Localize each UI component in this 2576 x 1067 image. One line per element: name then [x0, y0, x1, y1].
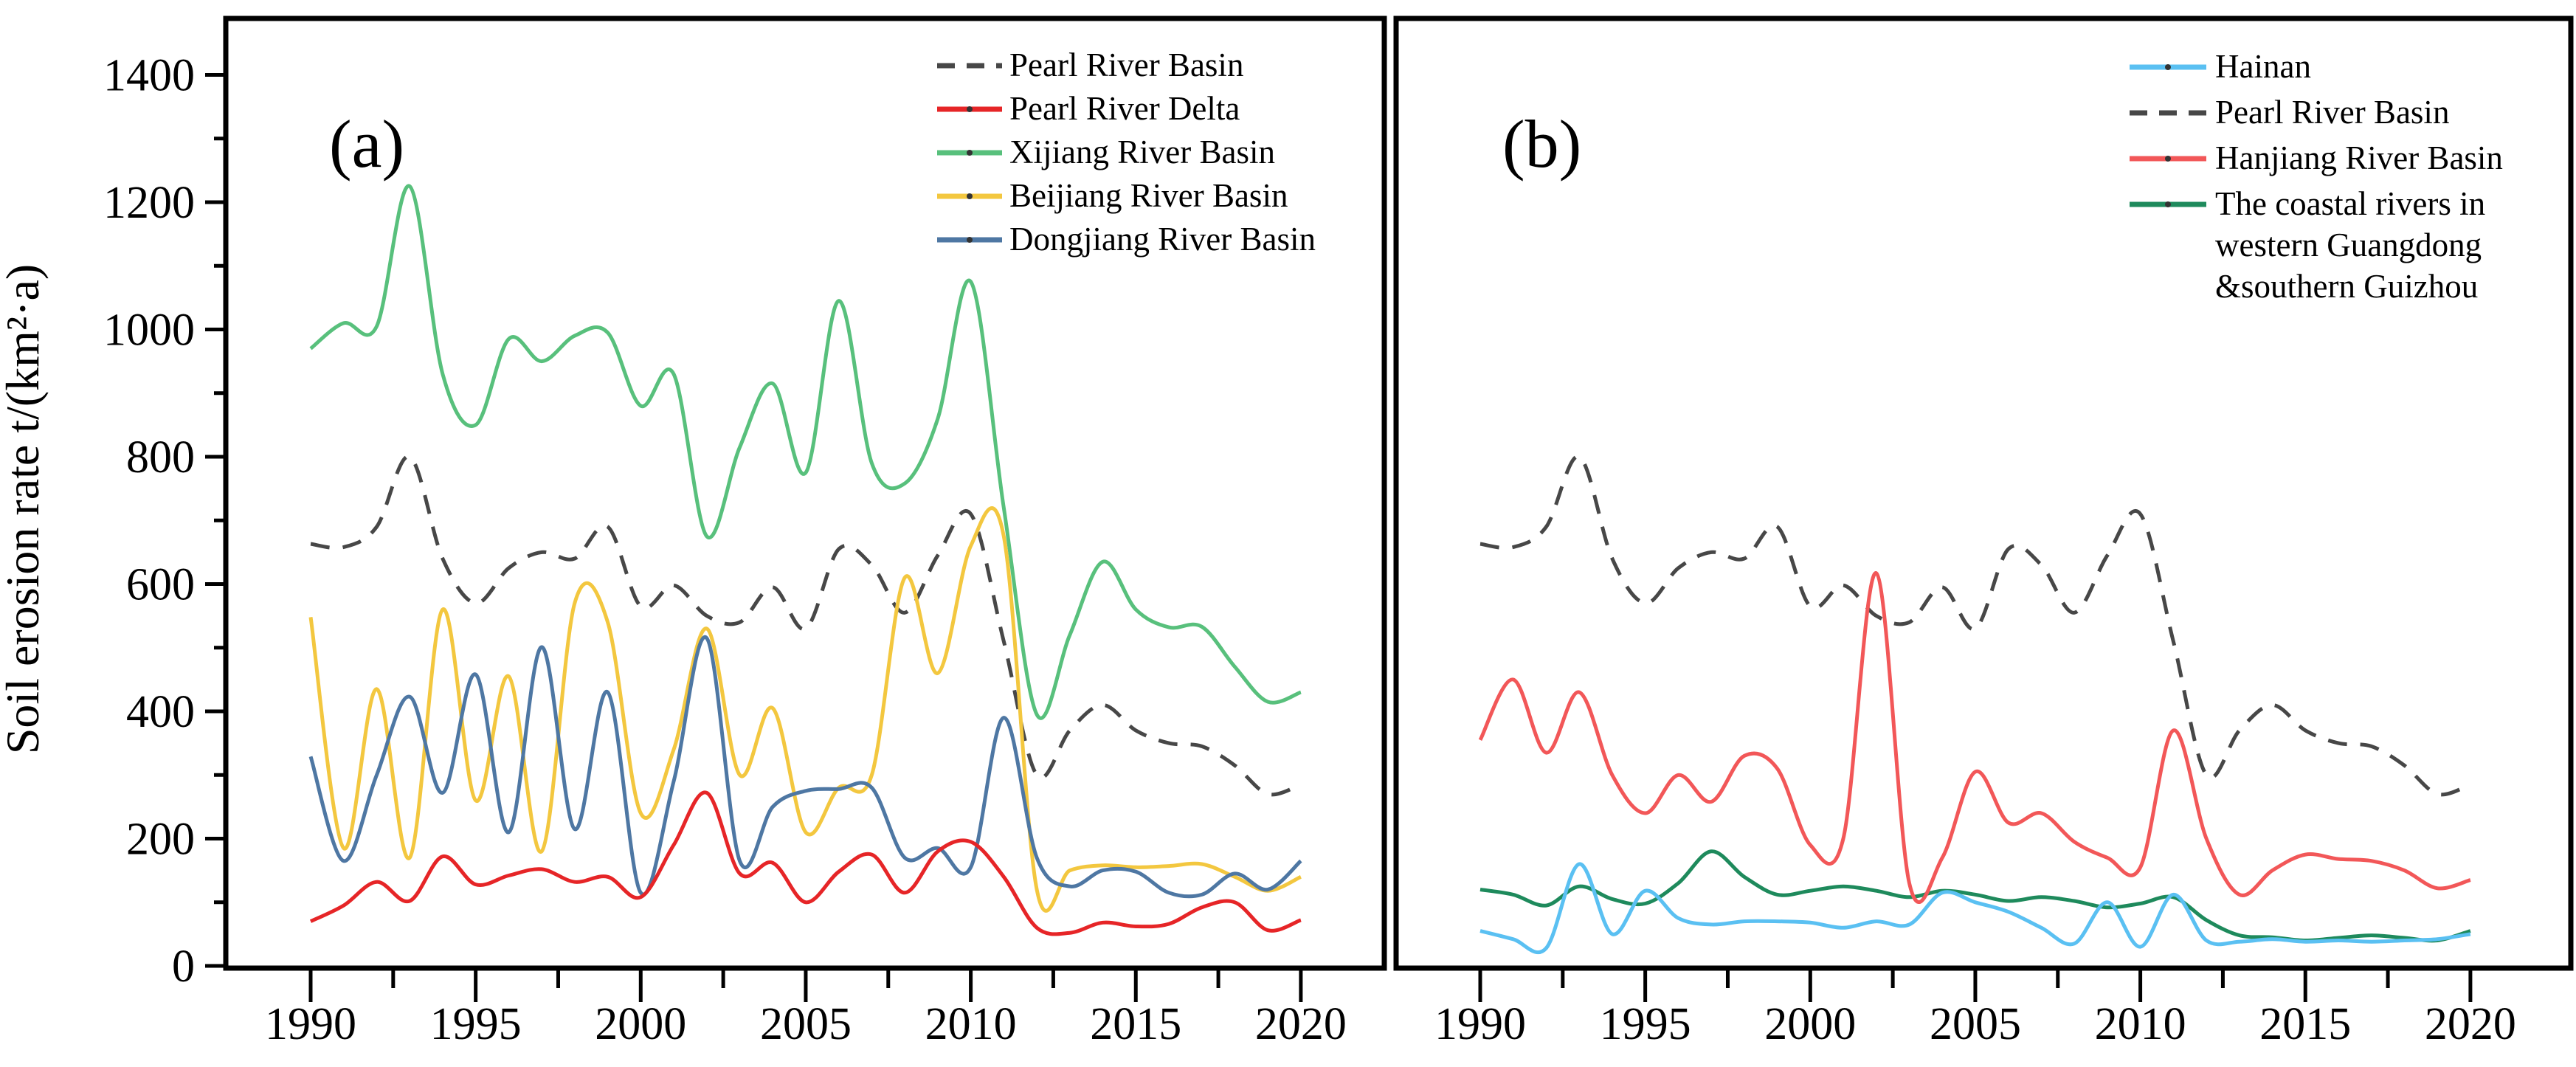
y-tick-label: 1200: [103, 178, 195, 228]
y-tick-label: 600: [126, 560, 195, 610]
legend-label: &southern Guizhou: [2215, 268, 2478, 305]
legend-item-coastal: The coastal rivers in western Guangdong&s…: [2130, 185, 2485, 305]
panel-a: 1990 1995 2000 2005 2010 2015 2020 0 200 400 600 80…: [103, 15, 1387, 1049]
legend-label: Pearl River Basin: [1009, 46, 1243, 83]
legend-marker-dot: [2165, 64, 2171, 70]
legend-label: Pearl River Delta: [1009, 90, 1240, 127]
y-tick-label: 1000: [103, 305, 195, 356]
series-line-hainan: [1479, 862, 2471, 955]
legend-marker-dot: [2165, 156, 2171, 162]
x-tick-label: 2020: [1255, 999, 1347, 1049]
x-tick-label: 2015: [1090, 999, 1181, 1049]
legend-marker-dot: [967, 237, 973, 243]
legend-label: The coastal rivers in: [2215, 185, 2485, 222]
panel-b: 1990 1995 2000 2005 2010 2015 2020 Hainan Pearl …: [1393, 15, 2574, 1049]
legend-label: Hanjiang River Basin: [2215, 139, 2503, 176]
axes-box: [1393, 15, 2574, 971]
series-line-beijiang: [308, 506, 1302, 913]
y-tick-label: 400: [126, 687, 195, 737]
legend-item-pearl_river_basin_a: Pearl River Basin: [937, 46, 1243, 83]
legend-label: Dongjiang River Basin: [1009, 221, 1316, 258]
legend-item-dongjiang: Dongjiang River Basin: [937, 221, 1316, 258]
x-tick-label: 2020: [2425, 999, 2516, 1049]
legend: Hainan Pearl River Basin Hanjiang River Ba…: [2130, 48, 2503, 305]
legend-label: Pearl River Basin: [2215, 94, 2449, 131]
x-tick-label: 2010: [2095, 999, 2186, 1049]
x-tick-label: 1990: [1434, 999, 1526, 1049]
series-line-pearl_river_delta: [309, 790, 1302, 936]
legend-label: western Guangdong: [2215, 227, 2482, 263]
x-tick-label: 2000: [595, 999, 686, 1049]
x-tick-label: 1995: [430, 999, 522, 1049]
legend-marker-dot: [2165, 201, 2171, 207]
legend-label: Xijiang River Basin: [1009, 134, 1275, 170]
series-line-xijiang: [309, 184, 1302, 720]
series-line-dongjiang: [308, 635, 1302, 899]
panel-a-label: (a): [329, 106, 404, 182]
legend-label: Hainan: [2215, 48, 2311, 85]
legend-item-beijiang: Beijiang River Basin: [937, 177, 1288, 214]
x-tick-label: 1995: [1600, 999, 1691, 1049]
legend-item-pearl_river_basin_b: Pearl River Basin: [2130, 94, 2449, 131]
x-tick-label: 2005: [760, 999, 852, 1049]
legend-marker-dot: [967, 150, 973, 156]
x-tick-label: 2015: [2259, 999, 2351, 1049]
legend-marker-dot: [967, 193, 973, 199]
series-line-coastal: [1479, 849, 2471, 943]
x-tick-label: 2000: [1764, 999, 1856, 1049]
legend-label: Beijiang River Basin: [1009, 177, 1288, 214]
legend: Pearl River Basin Pearl River Delta Xijian…: [937, 46, 1316, 258]
x-tick-label: 1990: [265, 999, 356, 1049]
y-tick-label: 1400: [103, 51, 195, 101]
y-axis-title: Soil erosion rate t/(km²·a): [0, 264, 49, 754]
legend-item-pearl_river_delta: Pearl River Delta: [937, 90, 1240, 127]
panel-b-label: (b): [1502, 106, 1581, 182]
series-line-pearl_river_basin_b: [1479, 455, 2471, 797]
y-tick-label: 0: [172, 942, 195, 992]
legend-item-hainan: Hainan: [2130, 48, 2311, 85]
legend-item-xijiang: Xijiang River Basin: [937, 134, 1275, 170]
legend-marker-dot: [967, 106, 973, 112]
series-line-hanjiang: [1478, 571, 2471, 905]
legend-item-hanjiang: Hanjiang River Basin: [2130, 139, 2503, 176]
y-tick-label: 200: [126, 815, 195, 865]
series-line-pearl_river_basin_a: [310, 455, 1302, 797]
y-tick-label: 800: [126, 432, 195, 483]
x-tick-label: 2010: [925, 999, 1017, 1049]
x-tick-label: 2005: [1930, 999, 2021, 1049]
